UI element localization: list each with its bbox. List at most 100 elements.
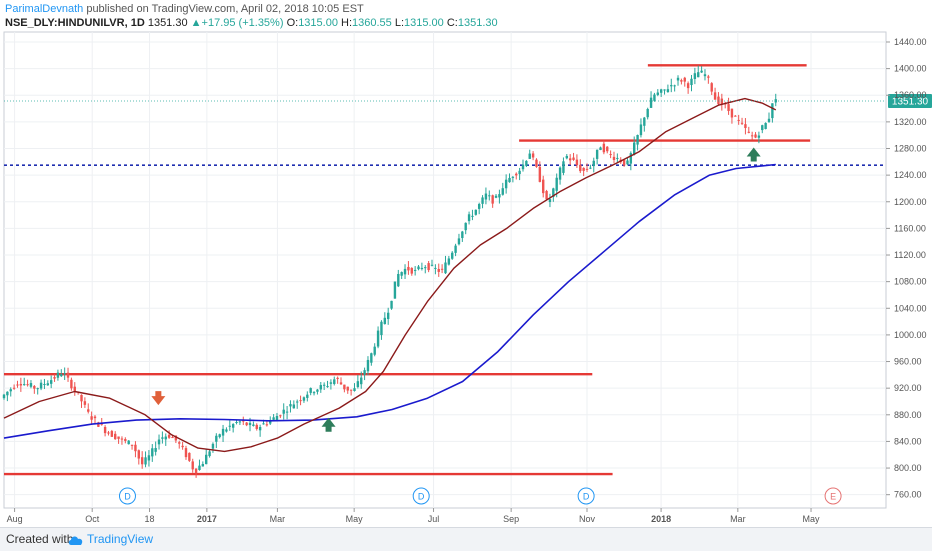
- y-tick-label: 1280.00: [894, 144, 927, 154]
- candle-body: [228, 425, 231, 427]
- candle-body: [83, 401, 87, 405]
- y-tick-label: 1160.00: [894, 223, 926, 233]
- author-name[interactable]: ParimalDevnath: [5, 3, 84, 15]
- candle-body: [504, 179, 508, 189]
- candle-body: [680, 80, 683, 82]
- candle-body: [585, 168, 589, 170]
- plot-frame: [3, 31, 887, 509]
- candle-body: [693, 73, 697, 80]
- candle-body: [322, 384, 326, 386]
- candle-body: [97, 422, 100, 427]
- candle-body: [447, 258, 451, 265]
- candle-body: [346, 386, 349, 391]
- x-tick-label: Sep: [503, 514, 519, 524]
- candle-body: [252, 424, 255, 426]
- candle-body: [289, 404, 292, 407]
- candle-body: [53, 377, 56, 379]
- candle-body: [87, 409, 90, 412]
- change-up-arrow-icon: ▲: [190, 17, 202, 29]
- y-tick-label: 880.00: [894, 410, 922, 420]
- y-tick-label: 960.00: [894, 357, 922, 367]
- candle-body: [528, 153, 531, 159]
- candle-body: [626, 160, 629, 165]
- horizontal-levels: [4, 64, 886, 476]
- candle-body: [720, 98, 724, 105]
- x-tick-label: Aug: [7, 514, 23, 524]
- ma-long-line: [3, 163, 776, 439]
- candle-body: [272, 417, 275, 420]
- candle-body: [525, 160, 528, 166]
- candle-body: [457, 238, 461, 245]
- earnings-badge-label: E: [830, 492, 836, 502]
- candle-body: [451, 252, 454, 259]
- symbol-info-line: NSE_DLY:HINDUNILVR, 1D 1351.30 ▲+17.95 (…: [5, 16, 498, 30]
- y-tick-label: 1400.00: [894, 64, 927, 74]
- candle-body: [643, 117, 646, 126]
- candle-body: [282, 409, 285, 414]
- candle-body: [407, 266, 410, 271]
- candle-body: [562, 161, 565, 173]
- candle-body: [326, 386, 329, 388]
- x-tick-label: Nov: [579, 514, 596, 524]
- created-with-text: Created with: [6, 532, 74, 546]
- candle-body: [690, 78, 693, 86]
- candle-body: [498, 194, 501, 198]
- candles: [2, 65, 777, 478]
- candle-body: [656, 92, 659, 95]
- candle-body: [174, 435, 178, 441]
- close-label: C:: [446, 17, 458, 29]
- candle-body: [134, 444, 137, 452]
- dividend-badge: [412, 487, 430, 505]
- candle-body: [518, 170, 521, 175]
- candle-body: [258, 427, 262, 431]
- y-tick-label: 1360.00: [894, 90, 927, 100]
- x-tick-label: 2018: [651, 514, 671, 524]
- candle-body: [754, 134, 757, 138]
- candle-body: [555, 177, 558, 191]
- candle-body: [750, 135, 754, 137]
- y-tick-label: 1040.00: [894, 303, 927, 313]
- arrow-up-marker: [321, 417, 336, 432]
- candle-body: [609, 154, 612, 156]
- candle-body: [521, 164, 525, 170]
- candle-body: [727, 104, 730, 112]
- tradingview-logo[interactable]: TradingView: [68, 532, 153, 546]
- candle-body: [255, 424, 258, 429]
- candle-body: [360, 377, 363, 385]
- x-tick-label: Jul: [428, 514, 440, 524]
- ma-mid-line: [3, 97, 777, 453]
- candle-body: [265, 424, 269, 426]
- symbol-name[interactable]: NSE_DLY:HINDUNILVR, 1D: [5, 17, 145, 29]
- price-chart[interactable]: 1351.30 D D D E 760.00 800.00 840.00 880.00 920.…: [0, 0, 932, 527]
- candle-body: [339, 382, 343, 385]
- candle-body: [225, 429, 228, 432]
- candle-body: [194, 468, 198, 473]
- candle-body: [157, 439, 161, 445]
- y-tick-label: 920.00: [894, 383, 922, 393]
- candle-body: [737, 119, 740, 121]
- candle-body: [683, 77, 686, 82]
- candle-body: [333, 379, 336, 384]
- candle-body: [471, 215, 474, 217]
- candle-body: [292, 404, 296, 409]
- candle-body: [103, 427, 107, 434]
- candle-body: [238, 421, 242, 423]
- candle-body: [380, 321, 383, 336]
- candle-body: [464, 222, 467, 231]
- candle-body: [437, 268, 440, 272]
- open-value: 1315.00: [298, 17, 338, 29]
- candle-body: [198, 465, 201, 471]
- candle-body: [589, 167, 592, 169]
- candle-body: [262, 423, 265, 425]
- candle-body: [124, 439, 127, 441]
- candle-body: [568, 158, 572, 161]
- y-tick-label: 1240.00: [894, 170, 927, 180]
- arrow-up-marker-2018: [746, 147, 761, 162]
- candle-body: [717, 96, 720, 105]
- candle-body: [140, 457, 144, 465]
- candle-body: [275, 416, 279, 422]
- candle-body: [329, 382, 333, 384]
- candle-body: [427, 263, 430, 271]
- candle-body: [164, 436, 167, 440]
- candle-body: [434, 267, 437, 269]
